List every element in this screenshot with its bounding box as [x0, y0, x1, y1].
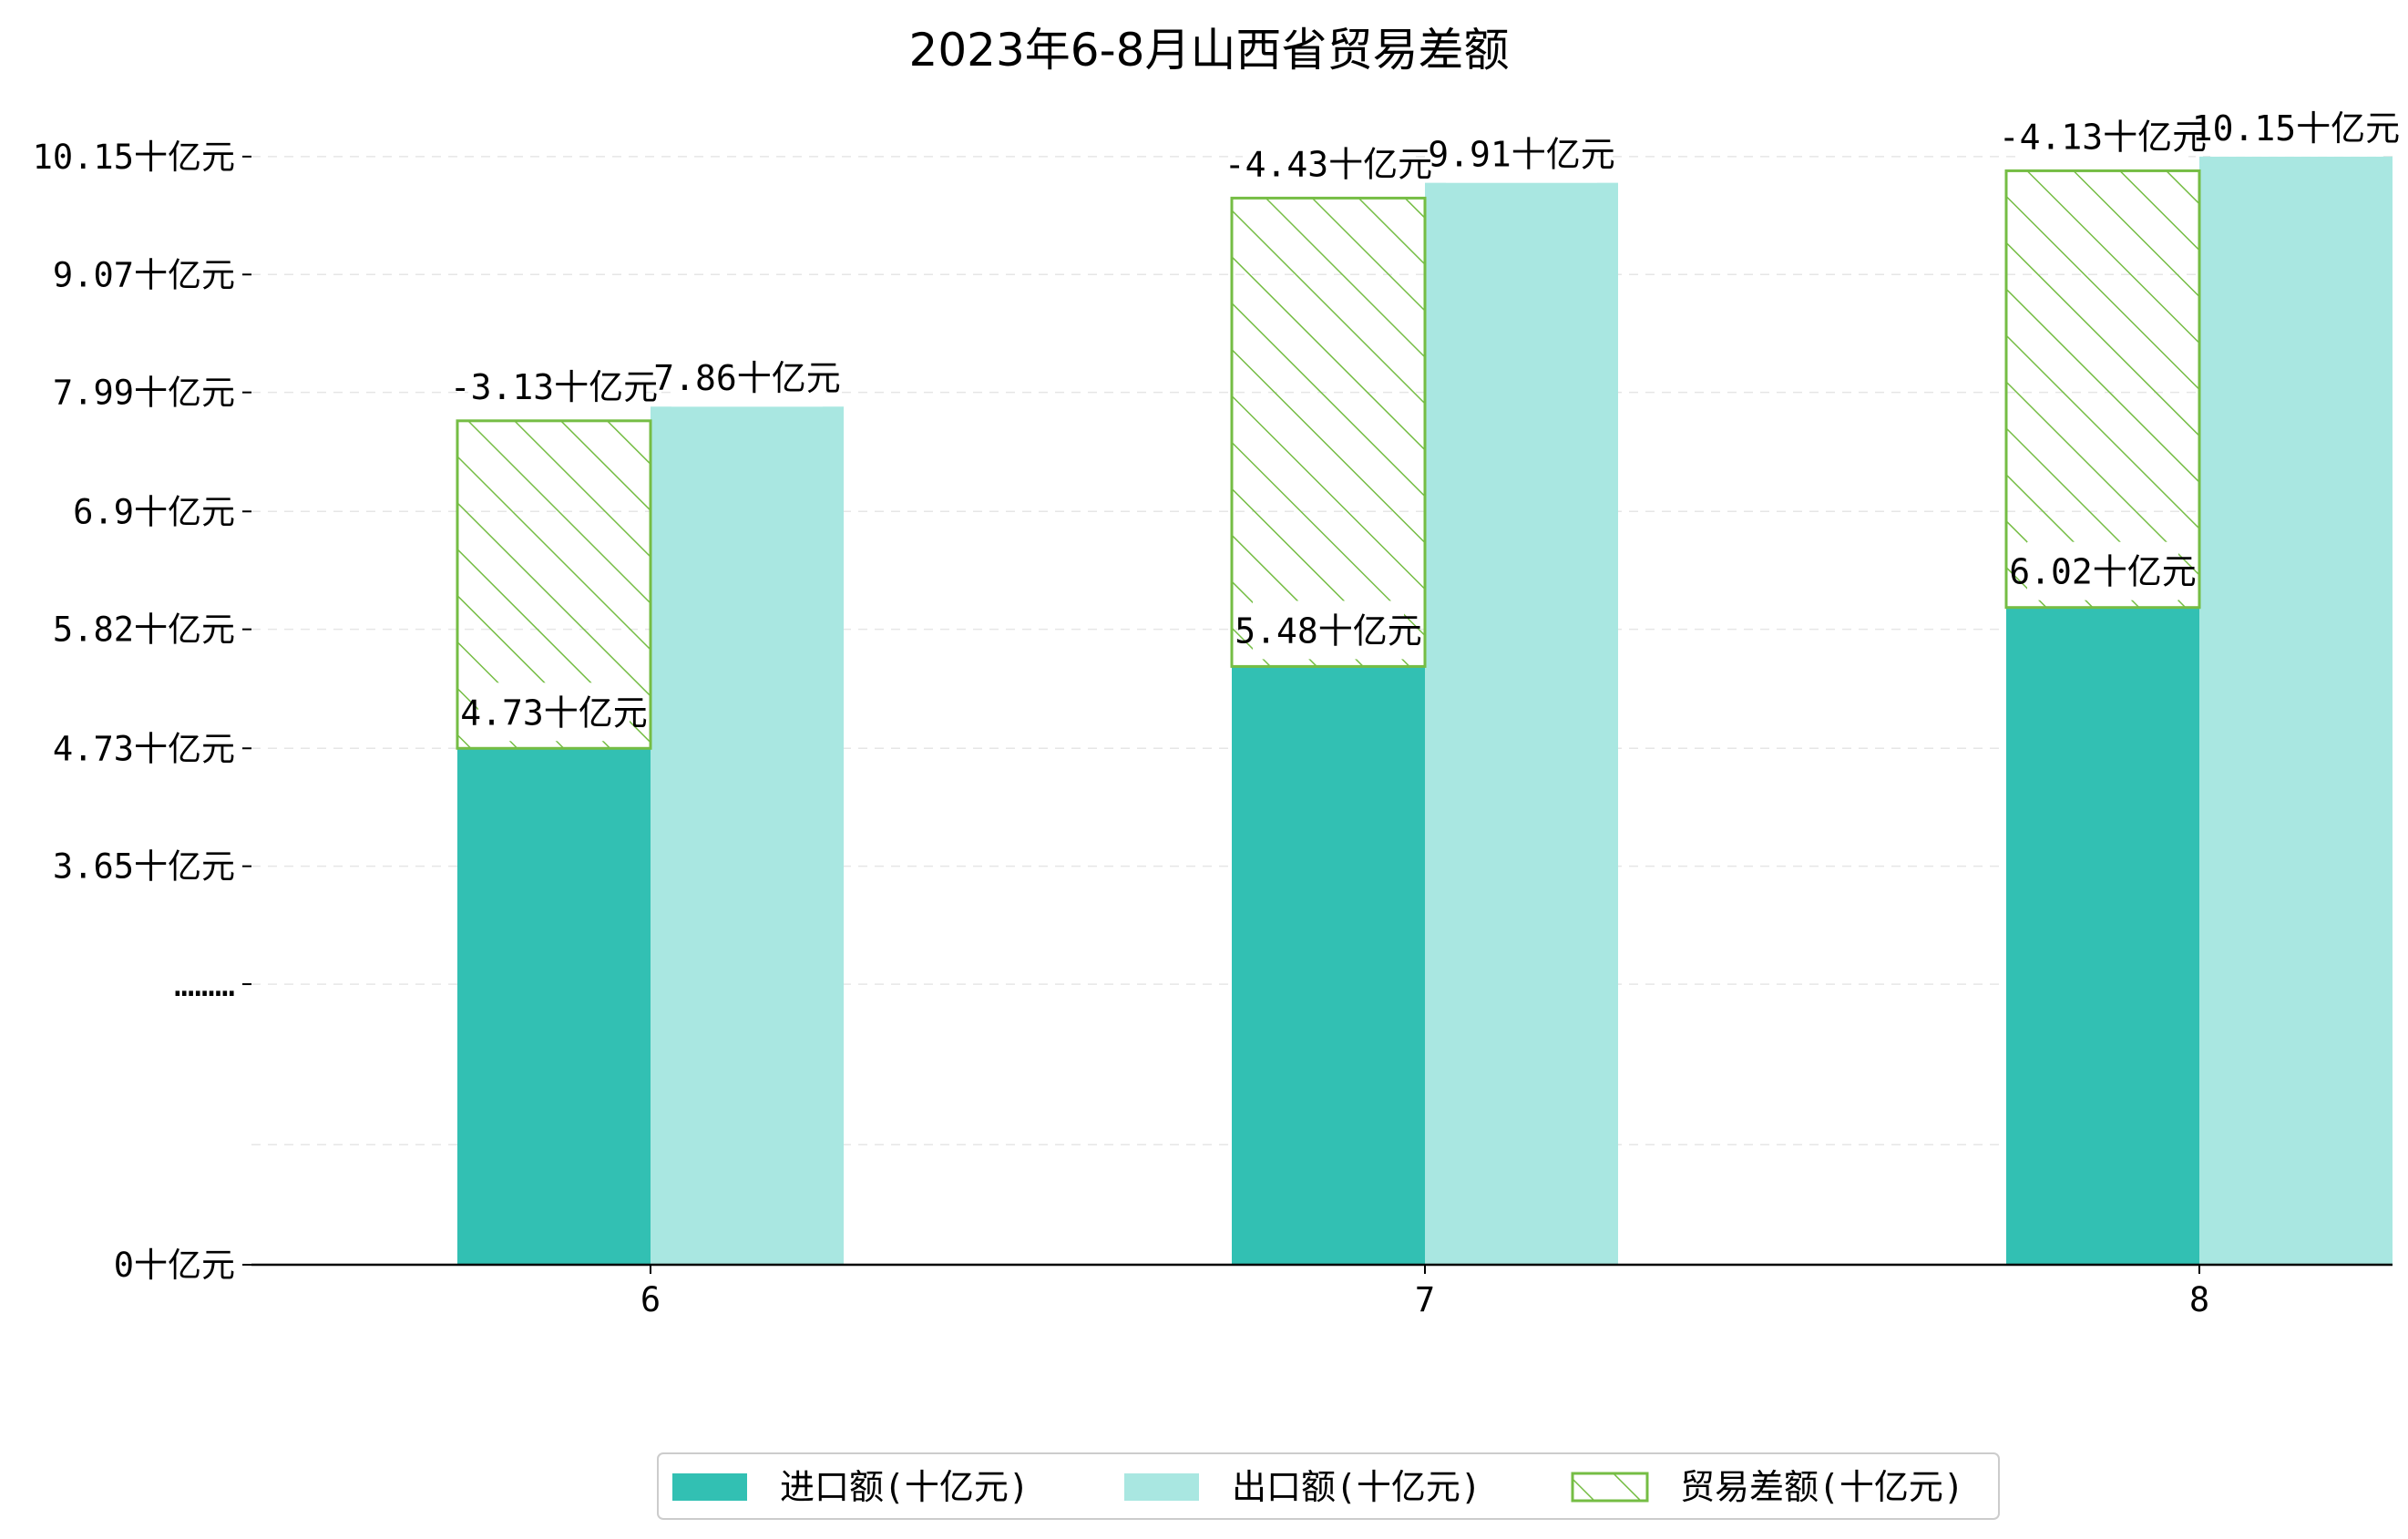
bar-export: [1425, 182, 1618, 1265]
bar-balance-hatched: [1230, 196, 1427, 668]
data-label-balance-bg: [2017, 107, 2188, 166]
y-tick-label: 3.65十亿元: [53, 847, 235, 887]
data-label-import: 6.02十亿元: [2009, 552, 2197, 592]
y-tick-label: 5.82十亿元: [53, 610, 235, 650]
y-tick-label: 0十亿元: [114, 1246, 235, 1285]
bar-import: [1232, 666, 1425, 1265]
data-label-balance: -3.13十亿元: [450, 367, 658, 407]
data-label-export: 9.91十亿元: [1428, 135, 1615, 175]
data-label-export-bg: [671, 348, 823, 407]
data-label-import-bg: [1253, 600, 1404, 660]
y-tick-label: 7.99十亿元: [53, 374, 235, 413]
bar-import: [2006, 607, 2199, 1265]
data-label-export: 7.86十亿元: [653, 358, 841, 398]
x-tick-label: 6: [640, 1280, 661, 1319]
data-label-export-bg: [2210, 97, 2382, 157]
y-tick-label: ………: [174, 965, 235, 1004]
data-label-export: 10.15十亿元: [2192, 108, 2400, 149]
legend-export-swatch: [1124, 1473, 1199, 1501]
data-label-balance: -4.13十亿元: [1999, 117, 2207, 157]
chart-title: 2023年6-8月山西省贸易差额: [909, 24, 1510, 77]
x-tick-label: 7: [1415, 1280, 1435, 1319]
legend-box: [657, 1452, 2000, 1520]
bar-balance-hatched: [2004, 169, 2201, 610]
legend-import-swatch: [672, 1473, 747, 1501]
data-label-balance-bg: [1243, 134, 1414, 193]
x-axis: 6 7 8: [251, 1263, 2393, 1319]
data-label-import: 5.48十亿元: [1235, 610, 1422, 651]
legend-balance-label: 贸易差额(十亿元): [1680, 1467, 1964, 1507]
y-tick-label: 4.73十亿元: [53, 729, 235, 768]
data-label-import-bg: [2027, 541, 2178, 600]
bar-export: [2199, 156, 2393, 1265]
data-label-export-bg: [1446, 124, 1597, 183]
bar-import: [457, 748, 651, 1265]
y-tick-label: 10.15十亿元: [33, 138, 235, 177]
legend-balance-swatch: [1571, 1472, 1649, 1503]
bars: [456, 156, 2393, 1265]
y-tick-label: 6.9十亿元: [73, 492, 235, 531]
y-tick-label: 9.07十亿元: [53, 255, 235, 294]
bar-export: [651, 406, 844, 1265]
data-label-import-bg: [478, 682, 630, 742]
data-label-balance-bg: [468, 356, 640, 416]
legend: 进口额(十亿元) 出口额(十亿元) 贸易差额(十亿元): [657, 1452, 2000, 1520]
x-tick-label: 8: [2189, 1280, 2209, 1319]
data-label-import: 4.73十亿元: [460, 693, 648, 733]
y-axis: 0十亿元 ……… 3.65十亿元 4.73十亿元 5.82十亿元 6.9十亿元 7.99十亿…: [33, 138, 251, 1285]
legend-export-label: 出口额(十亿元): [1232, 1467, 1481, 1507]
legend-import-label: 进口额(十亿元): [780, 1467, 1030, 1507]
data-label-balance: -4.43十亿元: [1224, 144, 1432, 184]
data-labels: 4.73十亿元 7.86十亿元-3.13十亿元 5.48十亿元 9.91十亿元-4.4…: [450, 97, 2400, 742]
